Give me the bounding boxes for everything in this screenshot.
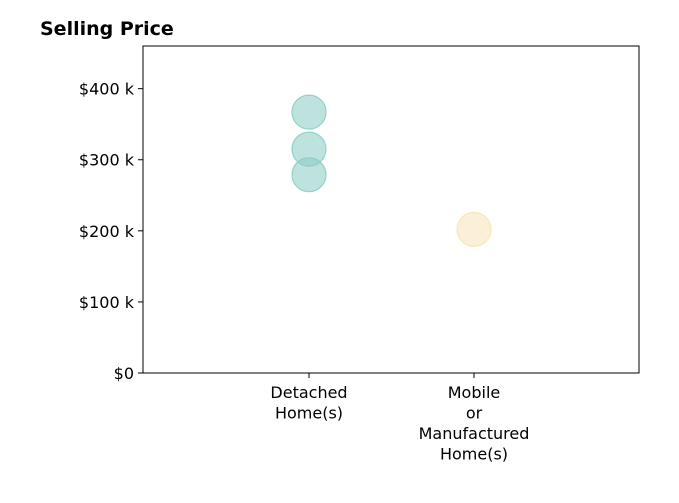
y-tick-label-4: $400 k — [79, 80, 135, 99]
x-tick-label-line: Home(s) — [440, 445, 508, 464]
x-tick-label-line: Manufactured — [419, 424, 530, 443]
data-point-4 — [456, 211, 492, 247]
x-tick-label-line: or — [466, 404, 483, 423]
y-tick-label-0: $0 — [114, 364, 134, 383]
plot-area: $0 $100 k $200 k $300 k $400 k Detached Home(s… — [79, 45, 640, 464]
plot-frame — [142, 45, 640, 374]
data-point-1 — [291, 94, 327, 130]
data-point-3 — [291, 157, 327, 193]
chart-title: Selling Price — [40, 18, 174, 40]
y-tick-label-2: $200 k — [79, 222, 135, 241]
x-tick-label-line: Home(s) — [275, 404, 343, 423]
y-tick-label-3: $300 k — [79, 151, 135, 170]
x-tick-label-line: Detached — [270, 383, 347, 402]
y-tick-label-1: $100 k — [79, 293, 135, 312]
x-tick-label-0: Detached Home(s) — [270, 383, 347, 423]
x-tick-label-line: Mobile — [448, 383, 500, 402]
x-tick-label-1: Mobile or Manufactured Home(s) — [419, 383, 530, 464]
